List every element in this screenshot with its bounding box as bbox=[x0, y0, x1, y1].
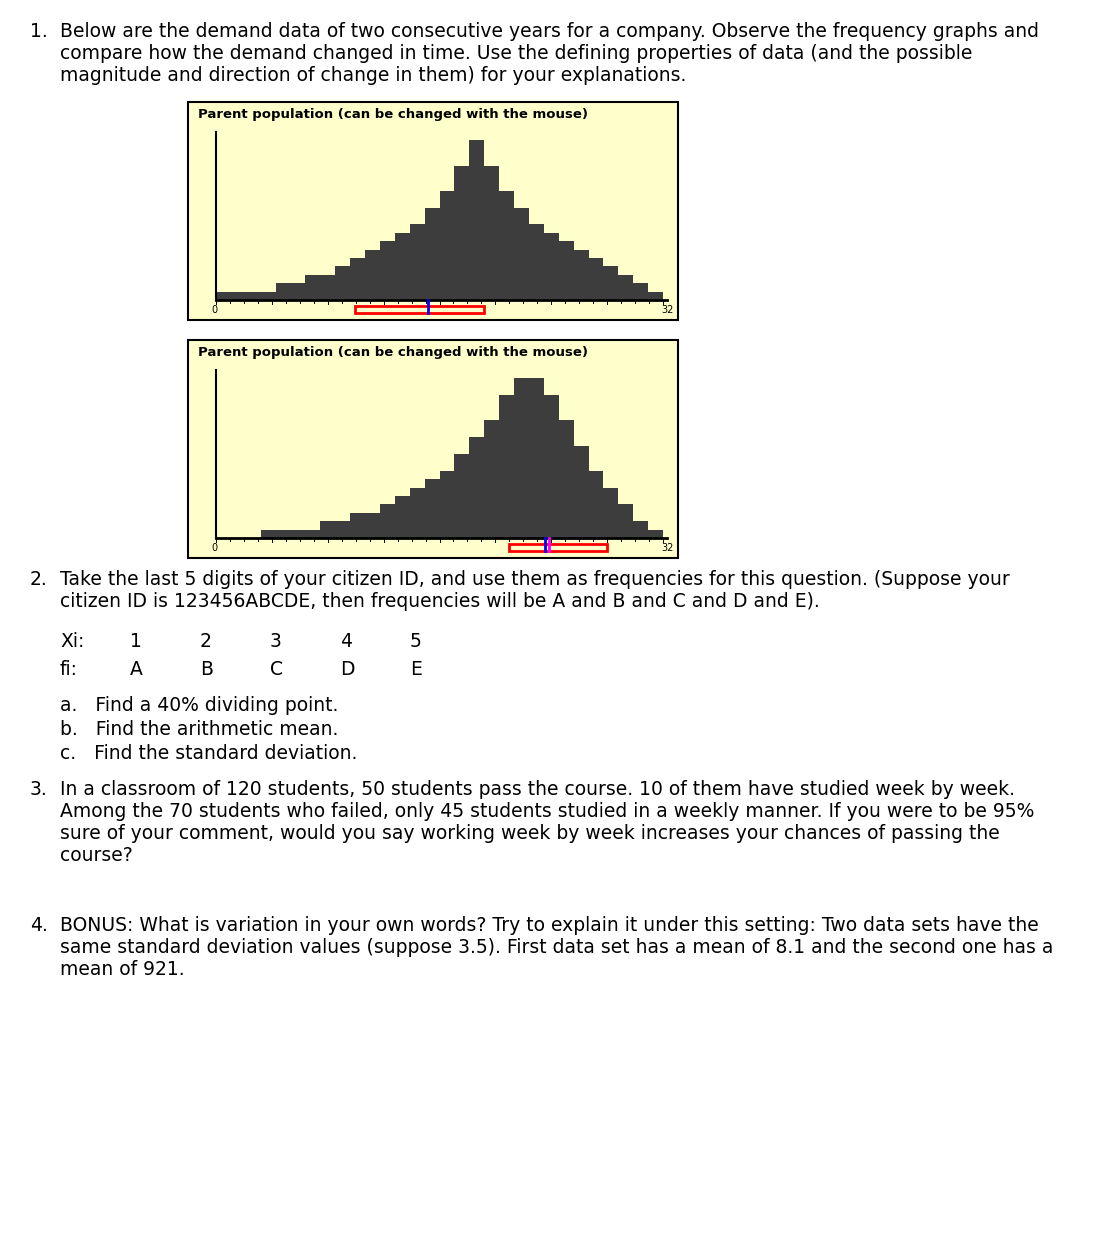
Bar bbox=[648, 530, 663, 538]
Text: Parent population (can be changed with the mouse): Parent population (can be changed with t… bbox=[198, 346, 588, 359]
Bar bbox=[484, 420, 499, 538]
Bar bbox=[260, 530, 276, 538]
Text: 4.: 4. bbox=[30, 916, 48, 935]
Bar bbox=[499, 395, 514, 538]
Bar bbox=[395, 496, 409, 538]
Bar bbox=[425, 479, 439, 538]
Bar bbox=[559, 420, 574, 538]
Text: fi:: fi: bbox=[60, 660, 78, 679]
Text: a.   Find a 40% dividing point.: a. Find a 40% dividing point. bbox=[60, 696, 339, 715]
Text: 4: 4 bbox=[340, 632, 352, 651]
Text: Among the 70 students who failed, only 45 students studied in a weekly manner. I: Among the 70 students who failed, only 4… bbox=[60, 802, 1034, 821]
Bar bbox=[543, 232, 559, 300]
Bar bbox=[514, 208, 529, 300]
Text: 32: 32 bbox=[662, 542, 674, 552]
Text: 5: 5 bbox=[410, 632, 421, 651]
Bar bbox=[588, 258, 604, 300]
Text: Below are the demand data of two consecutive years for a company. Observe the fr: Below are the demand data of two consecu… bbox=[60, 22, 1039, 41]
Bar bbox=[470, 140, 484, 300]
Bar bbox=[633, 521, 648, 538]
Bar bbox=[454, 165, 470, 300]
Bar bbox=[305, 275, 320, 300]
Bar bbox=[559, 241, 574, 300]
Bar bbox=[216, 291, 231, 300]
Bar bbox=[409, 225, 425, 300]
Bar bbox=[246, 291, 260, 300]
Bar bbox=[276, 530, 291, 538]
Bar bbox=[188, 340, 678, 558]
Text: 2: 2 bbox=[200, 632, 212, 651]
Text: course?: course? bbox=[60, 846, 133, 865]
Bar bbox=[350, 258, 364, 300]
Bar bbox=[188, 102, 678, 320]
Bar bbox=[588, 471, 604, 538]
Text: 1: 1 bbox=[130, 632, 142, 651]
Text: 0: 0 bbox=[211, 305, 217, 315]
Bar bbox=[354, 306, 484, 312]
Bar bbox=[604, 488, 618, 538]
Text: compare how the demand changed in time. Use the defining properties of data (and: compare how the demand changed in time. … bbox=[60, 44, 973, 63]
Text: sure of your comment, would you say working week by week increases your chances : sure of your comment, would you say work… bbox=[60, 824, 999, 842]
Bar bbox=[335, 266, 350, 300]
Text: Take the last 5 digits of your citizen ID, and use them as frequencies for this : Take the last 5 digits of your citizen I… bbox=[60, 570, 1010, 589]
Text: B: B bbox=[200, 660, 214, 679]
Text: magnitude and direction of change in them) for your explanations.: magnitude and direction of change in the… bbox=[60, 66, 686, 85]
Text: In a classroom of 120 students, 50 students pass the course. 10 of them have stu: In a classroom of 120 students, 50 stude… bbox=[60, 780, 1015, 799]
Bar bbox=[276, 284, 291, 300]
Bar bbox=[574, 445, 588, 538]
Text: 1.: 1. bbox=[30, 22, 48, 41]
Bar bbox=[439, 471, 454, 538]
Bar bbox=[231, 291, 246, 300]
Bar bbox=[618, 275, 633, 300]
Bar bbox=[648, 291, 663, 300]
Text: 3.: 3. bbox=[30, 780, 48, 799]
Bar bbox=[543, 395, 559, 538]
Bar bbox=[350, 512, 364, 538]
Text: 0: 0 bbox=[211, 542, 217, 552]
Bar bbox=[514, 379, 529, 538]
Text: c.   Find the standard deviation.: c. Find the standard deviation. bbox=[60, 744, 358, 762]
Bar bbox=[574, 250, 588, 300]
Bar bbox=[335, 521, 350, 538]
Bar bbox=[484, 165, 499, 300]
Bar bbox=[364, 250, 380, 300]
Text: citizen ID is 123456ABCDE, then frequencies will be A and B and C and D and E).: citizen ID is 123456ABCDE, then frequenc… bbox=[60, 592, 819, 611]
Bar bbox=[305, 530, 320, 538]
Bar bbox=[260, 291, 276, 300]
Text: Xi:: Xi: bbox=[60, 632, 84, 651]
Text: Parent population (can be changed with the mouse): Parent population (can be changed with t… bbox=[198, 107, 588, 121]
Text: 32: 32 bbox=[662, 305, 674, 315]
Bar bbox=[439, 191, 454, 300]
Text: b.   Find the arithmetic mean.: b. Find the arithmetic mean. bbox=[60, 720, 339, 739]
Text: E: E bbox=[410, 660, 421, 679]
Bar bbox=[499, 191, 514, 300]
Bar bbox=[509, 544, 607, 551]
Bar bbox=[320, 275, 335, 300]
Bar bbox=[364, 512, 380, 538]
Text: A: A bbox=[130, 660, 143, 679]
Bar bbox=[380, 505, 395, 538]
Bar bbox=[409, 488, 425, 538]
Bar bbox=[529, 379, 543, 538]
Bar bbox=[320, 521, 335, 538]
Text: same standard deviation values (suppose 3.5). First data set has a mean of 8.1 a: same standard deviation values (suppose … bbox=[60, 938, 1053, 958]
Bar bbox=[633, 284, 648, 300]
Bar bbox=[395, 232, 409, 300]
Bar bbox=[529, 225, 543, 300]
Text: D: D bbox=[340, 660, 354, 679]
Text: 2.: 2. bbox=[30, 570, 48, 589]
Text: mean of 921.: mean of 921. bbox=[60, 960, 184, 979]
Text: C: C bbox=[271, 660, 283, 679]
Bar bbox=[470, 438, 484, 538]
Bar bbox=[291, 530, 305, 538]
Bar bbox=[380, 241, 395, 300]
Bar bbox=[291, 284, 305, 300]
Bar bbox=[425, 208, 439, 300]
Bar bbox=[454, 454, 470, 538]
Text: BONUS: What is variation in your own words? Try to explain it under this setting: BONUS: What is variation in your own wor… bbox=[60, 916, 1039, 935]
Bar bbox=[618, 505, 633, 538]
Text: 3: 3 bbox=[271, 632, 282, 651]
Bar bbox=[604, 266, 618, 300]
